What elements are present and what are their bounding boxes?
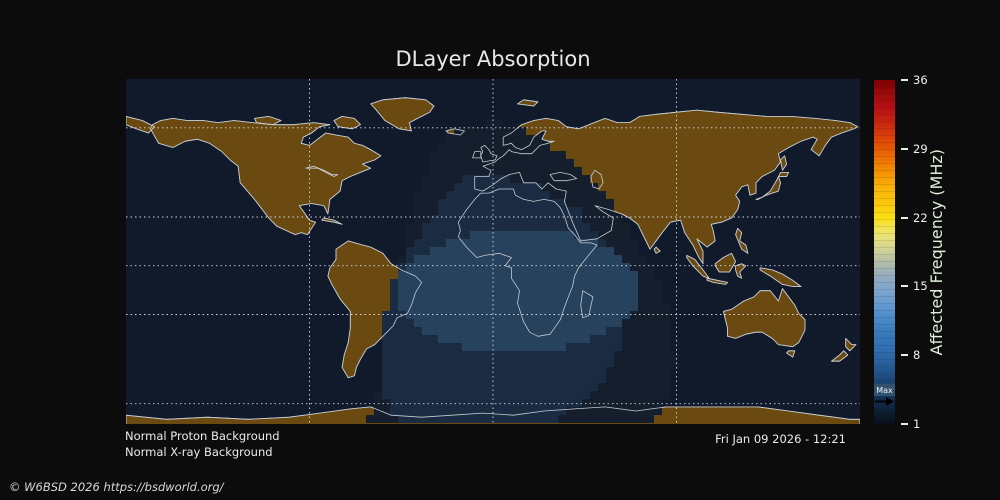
lake-black_sea: [549, 171, 578, 182]
tick-mark: [901, 354, 908, 357]
world-map: [126, 79, 860, 424]
colorbar-max-label: Max: [876, 385, 893, 395]
lake-great_lakes: [305, 165, 339, 177]
colorbar-tick: 8: [901, 348, 920, 362]
tick-mark: [901, 285, 908, 288]
lakes-layer: [305, 165, 604, 190]
colorbar-tick: 29: [901, 142, 928, 156]
xray-status: Normal X-ray Background: [125, 445, 273, 459]
tick-label: 22: [913, 210, 928, 225]
tick-label: 8: [913, 348, 921, 363]
timestamp: Fri Jan 09 2026 - 12:21: [715, 432, 846, 446]
colorbar-axis-label: Affected Frequency (MHz): [926, 148, 946, 356]
tick-label: 15: [913, 279, 928, 294]
colorbar-max-marker: Max: [874, 384, 895, 396]
tick-mark: [901, 216, 908, 219]
proton-status: Normal Proton Background: [125, 429, 280, 443]
colorbar-tick: 36: [901, 73, 928, 87]
coastline-overlay: [126, 97, 860, 424]
colorbar-axis-label-wrap: Affected Frequency (MHz): [924, 80, 948, 424]
colorbar-gradient: Max: [874, 80, 895, 424]
colorbar: Max 36 29 22 15 8 1 Affected Frequency (MHz): [874, 73, 1000, 431]
tick-label: 36: [913, 73, 928, 87]
tick-mark: [901, 147, 908, 150]
colorbar-banding: [874, 80, 895, 424]
copyright: © W6BSD 2026 https://bsdworld.org/: [9, 480, 224, 494]
absorption-zone-inner: [398, 231, 638, 351]
colorbar-tick: 22: [901, 211, 928, 225]
tick-label: 29: [913, 141, 928, 156]
colorbar-tick: 1: [901, 417, 920, 431]
tick-label: 1: [913, 417, 921, 431]
figure-title: DLayer Absorption: [395, 47, 591, 71]
graticule-gridlines: [126, 79, 860, 424]
tick-mark: [901, 423, 908, 425]
absorption-zones: [366, 119, 678, 423]
tick-mark: [901, 79, 908, 81]
colorbar-tick: 15: [901, 279, 928, 293]
max-arrow-icon: [875, 397, 894, 406]
lake-caspian: [590, 169, 604, 190]
